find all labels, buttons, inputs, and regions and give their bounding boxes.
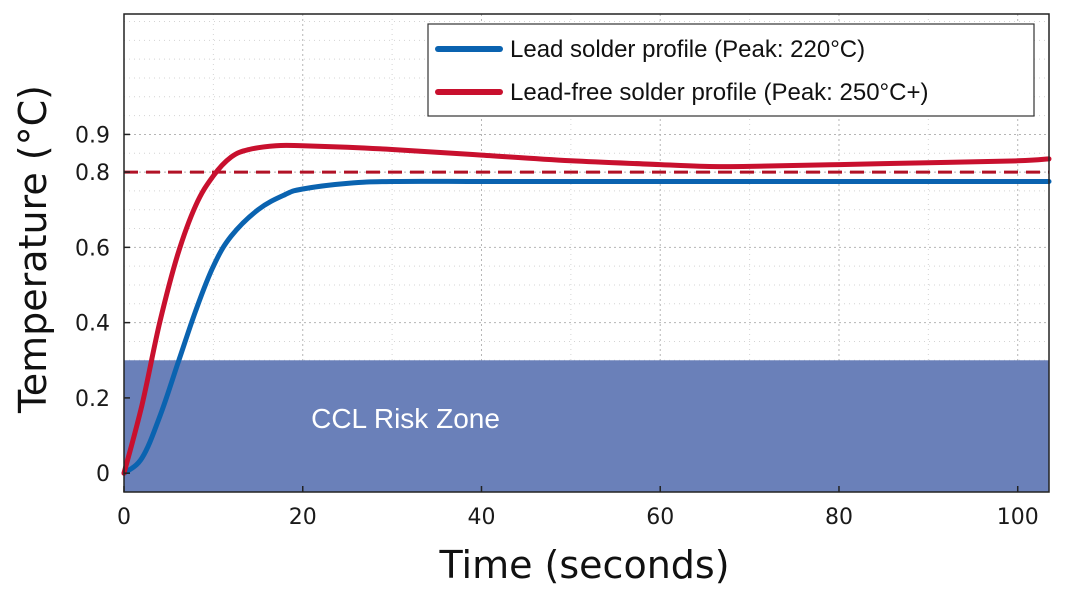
y-tick-label: 0.4 (75, 312, 110, 337)
x-tick-label: 40 (467, 505, 495, 530)
risk-zone-label: CCL Risk Zone (311, 403, 500, 434)
y-axis-title: Temperature (°C) (11, 85, 55, 414)
axis-ticks: 0 20 40 60 80 100 0 0.2 0.4 0.6 0.8 0.9 (75, 123, 1039, 530)
x-tick-label: 20 (289, 505, 317, 530)
series-lines (121, 142, 1052, 476)
x-tick-label: 80 (825, 505, 853, 530)
x-tick-label: 100 (997, 505, 1039, 530)
y-tick-label: 0.8 (75, 161, 110, 186)
legend-label-lead-free: Lead-free solder profile (Peak: 250°C+) (510, 79, 929, 106)
y-tick-label: 0.9 (75, 123, 110, 148)
series-line-lead (121, 178, 1052, 476)
risk-zone-region (124, 360, 1049, 492)
x-axis-title: Time (seconds) (438, 543, 729, 587)
x-tick-label: 60 (646, 505, 674, 530)
y-tick-label: 0.2 (75, 387, 110, 412)
y-tick-label: 0 (96, 462, 110, 487)
legend-label-lead: Lead solder profile (Peak: 220°C) (510, 36, 865, 63)
legend-box (427, 23, 1035, 117)
legend: Lead solder profile (Peak: 220°C) Lead-fr… (427, 23, 1035, 117)
y-tick-label: 0.6 (75, 236, 110, 261)
x-tick-label: 0 (117, 505, 131, 530)
plot-frame (123, 13, 1050, 493)
series-line-lead-free (121, 142, 1052, 476)
